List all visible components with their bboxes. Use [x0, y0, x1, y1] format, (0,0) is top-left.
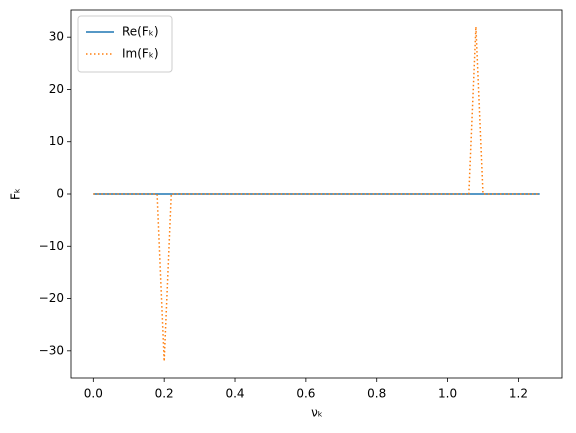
x-tick-label: 0.6 [296, 387, 315, 401]
x-tick-label: 0.0 [84, 387, 103, 401]
x-axis-label: νₖ [311, 406, 323, 420]
legend-box [77, 15, 173, 73]
x-tick-label: 0.8 [367, 387, 386, 401]
x-tick-label: 0.4 [225, 387, 244, 401]
x-tick-label: 1.0 [438, 387, 457, 401]
data-line [93, 26, 540, 362]
x-tick-label: 1.2 [509, 387, 528, 401]
legend-label: Re(Fₖ) [122, 25, 159, 39]
y-axis-label: Fₖ [9, 188, 23, 200]
y-tick-label: −20 [39, 291, 64, 305]
y-tick-label: 30 [49, 30, 64, 44]
plot-frame [70, 9, 563, 379]
y-tick-label: 10 [49, 134, 64, 148]
y-tick-label: 0 [56, 187, 64, 201]
y-tick-label: 20 [49, 82, 64, 96]
legend-label: Im(Fₖ) [122, 47, 159, 61]
y-tick-label: −30 [39, 343, 64, 357]
x-tick-label: 0.2 [155, 387, 174, 401]
y-tick-label: −10 [39, 239, 64, 253]
